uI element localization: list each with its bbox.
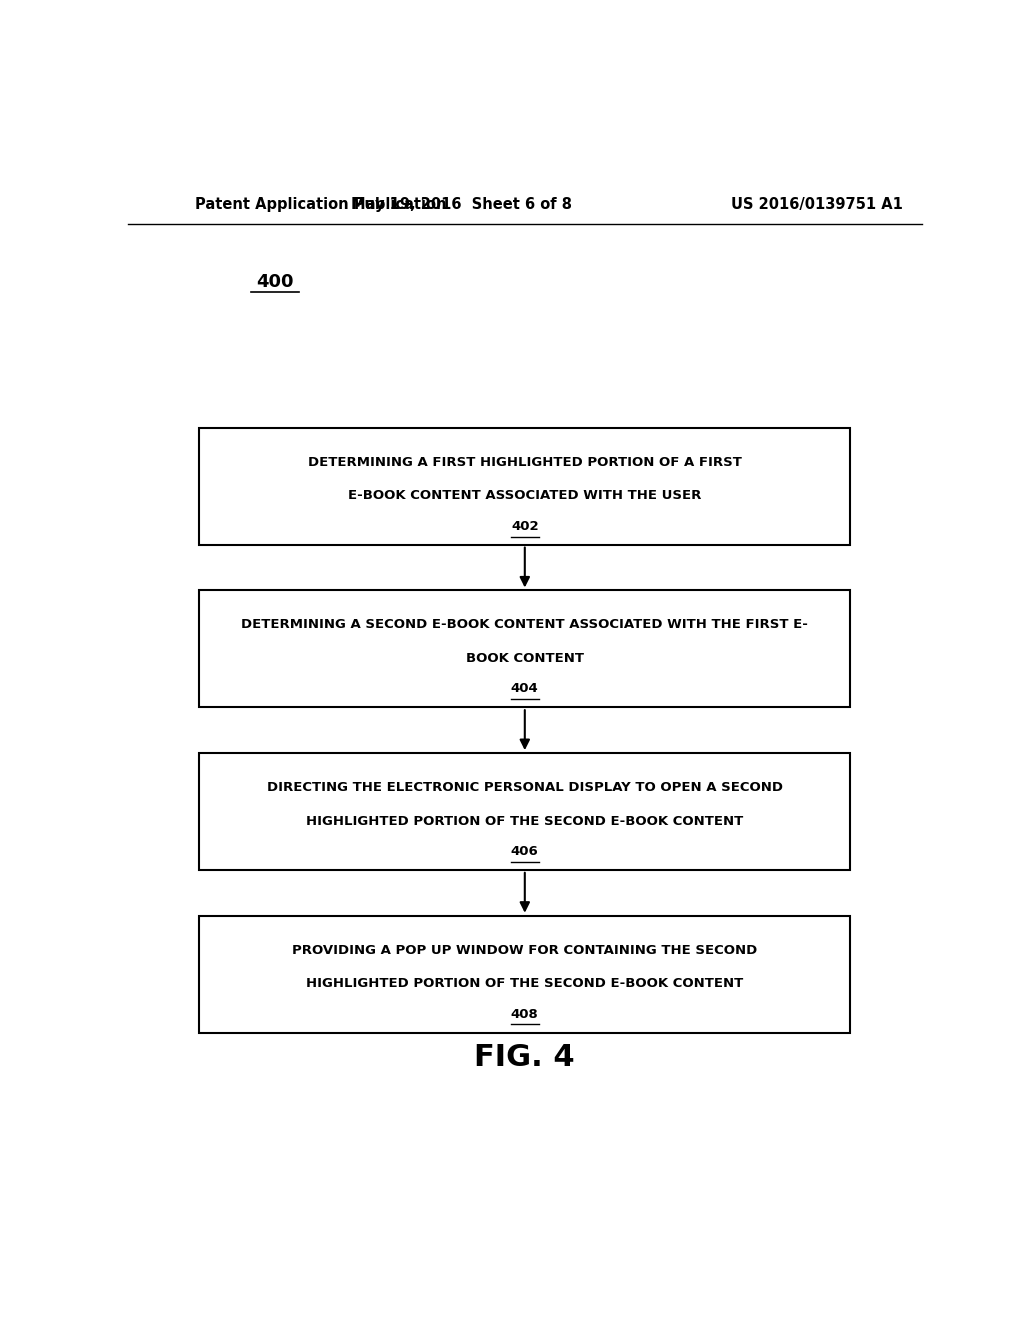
Text: 408: 408 xyxy=(511,1007,539,1020)
Text: 404: 404 xyxy=(511,682,539,696)
Text: May 19, 2016  Sheet 6 of 8: May 19, 2016 Sheet 6 of 8 xyxy=(351,197,571,211)
Text: DETERMINING A SECOND E-BOOK CONTENT ASSOCIATED WITH THE FIRST E-: DETERMINING A SECOND E-BOOK CONTENT ASSO… xyxy=(242,619,808,631)
Text: E-BOOK CONTENT ASSOCIATED WITH THE USER: E-BOOK CONTENT ASSOCIATED WITH THE USER xyxy=(348,490,701,503)
Bar xyxy=(200,590,850,708)
Text: 406: 406 xyxy=(511,845,539,858)
Text: HIGHLIGHTED PORTION OF THE SECOND E-BOOK CONTENT: HIGHLIGHTED PORTION OF THE SECOND E-BOOK… xyxy=(306,814,743,828)
Text: Patent Application Publication: Patent Application Publication xyxy=(196,197,446,211)
Text: HIGHLIGHTED PORTION OF THE SECOND E-BOOK CONTENT: HIGHLIGHTED PORTION OF THE SECOND E-BOOK… xyxy=(306,977,743,990)
Text: DIRECTING THE ELECTRONIC PERSONAL DISPLAY TO OPEN A SECOND: DIRECTING THE ELECTRONIC PERSONAL DISPLA… xyxy=(267,781,782,795)
Text: US 2016/0139751 A1: US 2016/0139751 A1 xyxy=(731,197,903,211)
Text: PROVIDING A POP UP WINDOW FOR CONTAINING THE SECOND: PROVIDING A POP UP WINDOW FOR CONTAINING… xyxy=(292,944,758,957)
Bar xyxy=(200,916,850,1032)
Bar xyxy=(200,428,850,545)
Text: BOOK CONTENT: BOOK CONTENT xyxy=(466,652,584,665)
Bar xyxy=(200,752,850,870)
Text: FIG. 4: FIG. 4 xyxy=(474,1043,575,1072)
Text: DETERMINING A FIRST HIGHLIGHTED PORTION OF A FIRST: DETERMINING A FIRST HIGHLIGHTED PORTION … xyxy=(308,455,741,469)
Text: 402: 402 xyxy=(511,520,539,533)
Text: 400: 400 xyxy=(256,273,294,292)
